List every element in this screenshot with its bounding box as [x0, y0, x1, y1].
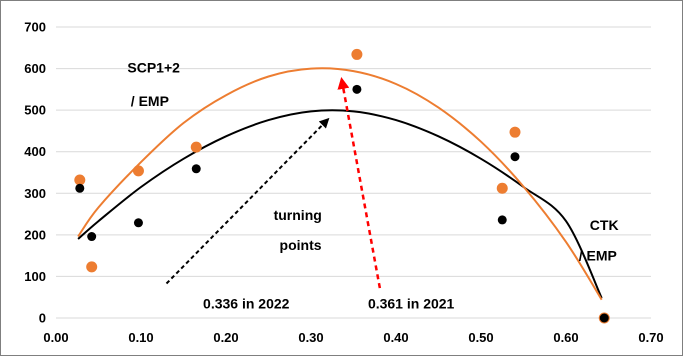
data-point-series-1 — [191, 164, 201, 174]
data-point-series-2 — [74, 174, 86, 186]
data-point-series-1 — [75, 183, 85, 193]
data-point-series-1 — [133, 218, 143, 228]
y-tick-label: 700 — [24, 20, 46, 35]
trend-line-2 — [77, 67, 603, 301]
x-tick-label: 0.70 — [638, 330, 663, 345]
gridlines — [56, 26, 651, 319]
annotation-label: SCP1+2 — [127, 60, 180, 76]
annotation-label: / EMP — [579, 248, 617, 264]
data-point-series-2 — [190, 141, 202, 153]
annotation-label: CTK — [590, 217, 619, 233]
y-tick-label: 200 — [24, 227, 46, 242]
annotation-label: / EMP — [131, 93, 169, 109]
axes: 0 100 200 300 400 500 600 700 0.00 0.10 0.20 0.30 0.… — [24, 20, 663, 346]
y-tick-label: 100 — [24, 269, 46, 284]
arrow-black — [165, 117, 330, 285]
annotation-label: turning — [274, 207, 322, 223]
y-tick-label: 300 — [24, 186, 46, 201]
annotation-label: 0.361 in 2021 — [368, 295, 455, 311]
y-tick-label: 400 — [24, 144, 46, 159]
data-point-series-1 — [352, 84, 362, 94]
x-tick-label: 0.40 — [383, 330, 408, 345]
x-tick-label: 0.60 — [553, 330, 578, 345]
data-point-series-2 — [496, 182, 508, 194]
x-tick-label: 0.00 — [43, 330, 68, 345]
data-point-series-2 — [86, 261, 98, 273]
data-point-series-2 — [132, 165, 144, 177]
y-tick-label: 500 — [24, 103, 46, 118]
annotations: SCP1+2 / EMP turning points CTK / EMP 0.336 in… — [127, 60, 618, 312]
data-point-series-2 — [351, 48, 363, 60]
x-tick-label: 0.50 — [468, 330, 493, 345]
annotation-arrows — [165, 76, 382, 289]
data-point-series-1 — [510, 152, 520, 162]
x-tick-label: 0.10 — [128, 330, 153, 345]
annotation-label: 0.336 in 2022 — [203, 295, 290, 311]
x-tick-label: 0.20 — [213, 330, 238, 345]
data-point-series-1 — [497, 215, 507, 225]
y-tick-label: 600 — [24, 61, 46, 76]
x-tick-label: 0.30 — [298, 330, 323, 345]
y-tick-label: 0 — [39, 311, 46, 326]
trend-lines — [77, 67, 603, 301]
data-point-series-1 — [87, 232, 97, 242]
data-point-series-1 — [599, 313, 609, 323]
data-point-series-2 — [509, 126, 521, 138]
data-points — [74, 48, 610, 324]
annotation-label: points — [280, 237, 322, 253]
